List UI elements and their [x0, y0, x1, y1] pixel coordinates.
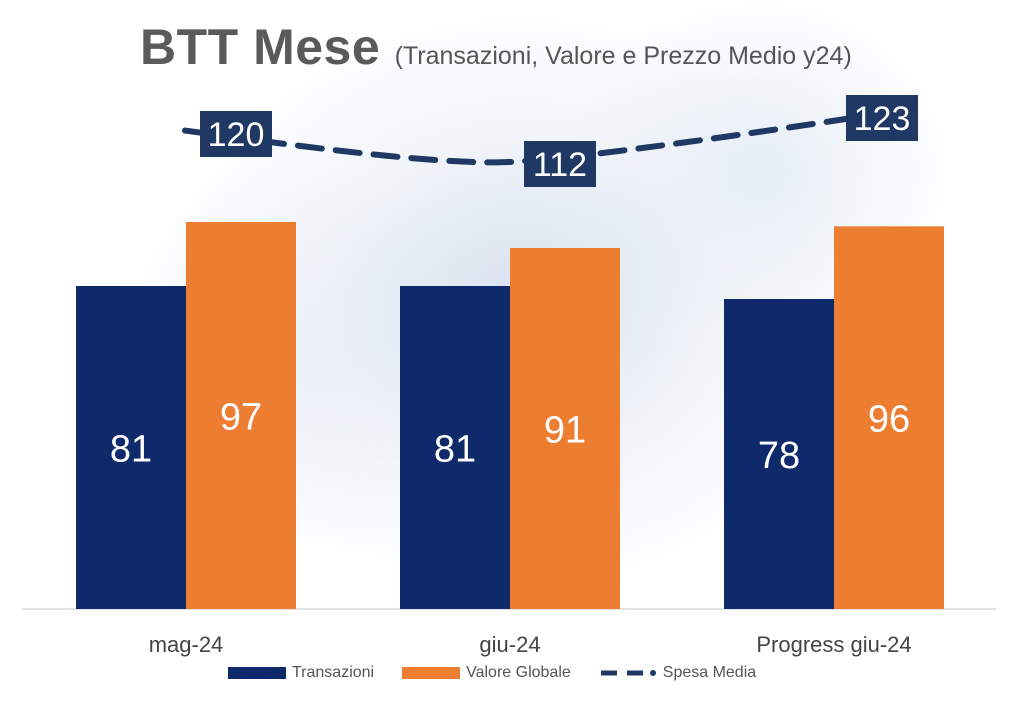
legend: Transazioni Valore Globale Spesa Media: [228, 662, 784, 684]
legend-swatch-transazioni: [228, 667, 286, 679]
bar-transazioni: [400, 286, 510, 609]
chart-title: BTT Mese: [140, 19, 381, 75]
data-label-spesa-media: 112: [533, 146, 587, 184]
chart-title-row: BTT Mese (Transazioni, Valore e Prezzo M…: [140, 18, 852, 76]
data-label-valore-globale: 91: [544, 410, 586, 452]
legend-item-transazioni: Transazioni: [228, 664, 374, 682]
data-label-transazioni: 78: [758, 435, 800, 477]
spesa-media-layer: 120 112 123: [182, 95, 918, 187]
x-tick-labels: mag-24 giu-24 Progress giu-24: [149, 632, 912, 657]
bars-layer: 81 97 81 91 78 96: [76, 222, 944, 610]
legend-item-valore-globale: Valore Globale: [402, 664, 571, 682]
legend-swatch-valore-globale: [402, 667, 461, 679]
data-label-valore-globale: 96: [868, 399, 910, 441]
data-label-spesa-media: 120: [208, 116, 265, 154]
spesa-media-label-box: [846, 95, 918, 141]
legend-item-spesa-media: Spesa Media: [599, 664, 756, 682]
bar-transazioni: [724, 299, 834, 609]
spesa-media-line: [182, 113, 868, 166]
bar-transazioni: [76, 286, 186, 609]
bar-valore-globale: [510, 248, 620, 609]
bar-valore-globale: [834, 226, 944, 610]
x-tick-label: mag-24: [149, 632, 224, 657]
spesa-media-label-box: [524, 141, 596, 187]
data-label-valore-globale: 97: [220, 397, 262, 439]
spesa-media-label-box: [200, 111, 272, 157]
data-label-transazioni: 81: [434, 429, 476, 471]
x-tick-label: giu-24: [479, 632, 540, 657]
legend-swatch-spesa-media: [600, 670, 656, 676]
bar-valore-globale: [186, 222, 296, 609]
legend-label-valore-globale: Valore Globale: [466, 664, 571, 681]
chart-subtitle: (Transazioni, Valore e Prezzo Medio y24): [394, 42, 852, 70]
legend-label-spesa-media: Spesa Media: [662, 664, 757, 681]
legend-label-transazioni: Transazioni: [292, 664, 375, 681]
data-label-spesa-media: 123: [854, 100, 911, 138]
x-tick-label: Progress giu-24: [756, 632, 911, 657]
data-label-transazioni: 81: [110, 429, 152, 471]
